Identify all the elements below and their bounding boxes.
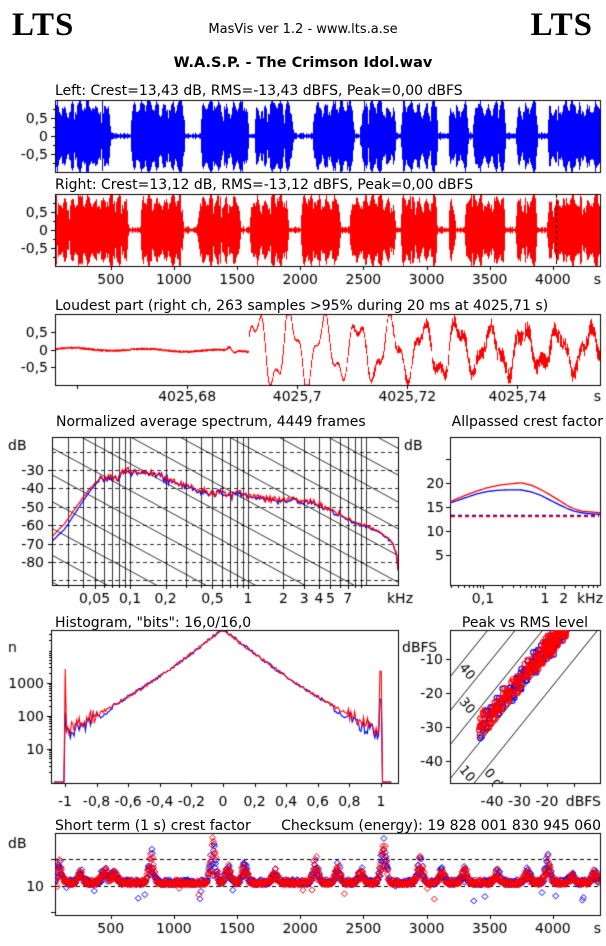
allpassed-title: Allpassed crest factor bbox=[451, 414, 603, 430]
checksum-label: Checksum (energy): 19 828 001 830 945 06… bbox=[281, 818, 601, 834]
spectrum-title: Normalized average spectrum, 4449 frames bbox=[56, 414, 366, 430]
left-channel-stats: Left: Crest=13,43 dB, RMS=-13,43 dBFS, P… bbox=[55, 83, 463, 99]
app-version-line: MasVis ver 1.2 - www.lts.a.se bbox=[208, 22, 398, 37]
loudest-part-title: Loudest part (right ch, 263 samples >95%… bbox=[55, 298, 549, 314]
short-term-title: Short term (1 s) crest factor bbox=[55, 818, 251, 834]
logo-left: LTS bbox=[12, 7, 75, 43]
right-channel-stats: Right: Crest=13,12 dB, RMS=-13,12 dBFS, … bbox=[55, 177, 474, 193]
page-title: W.A.S.P. - The Crimson Idol.wav bbox=[173, 55, 433, 71]
peak-vs-rms-title: Peak vs RMS level bbox=[461, 615, 589, 631]
logo-right: LTS bbox=[530, 7, 593, 43]
histogram-title: Histogram, "bits": 16,0/16,0 bbox=[55, 615, 252, 631]
